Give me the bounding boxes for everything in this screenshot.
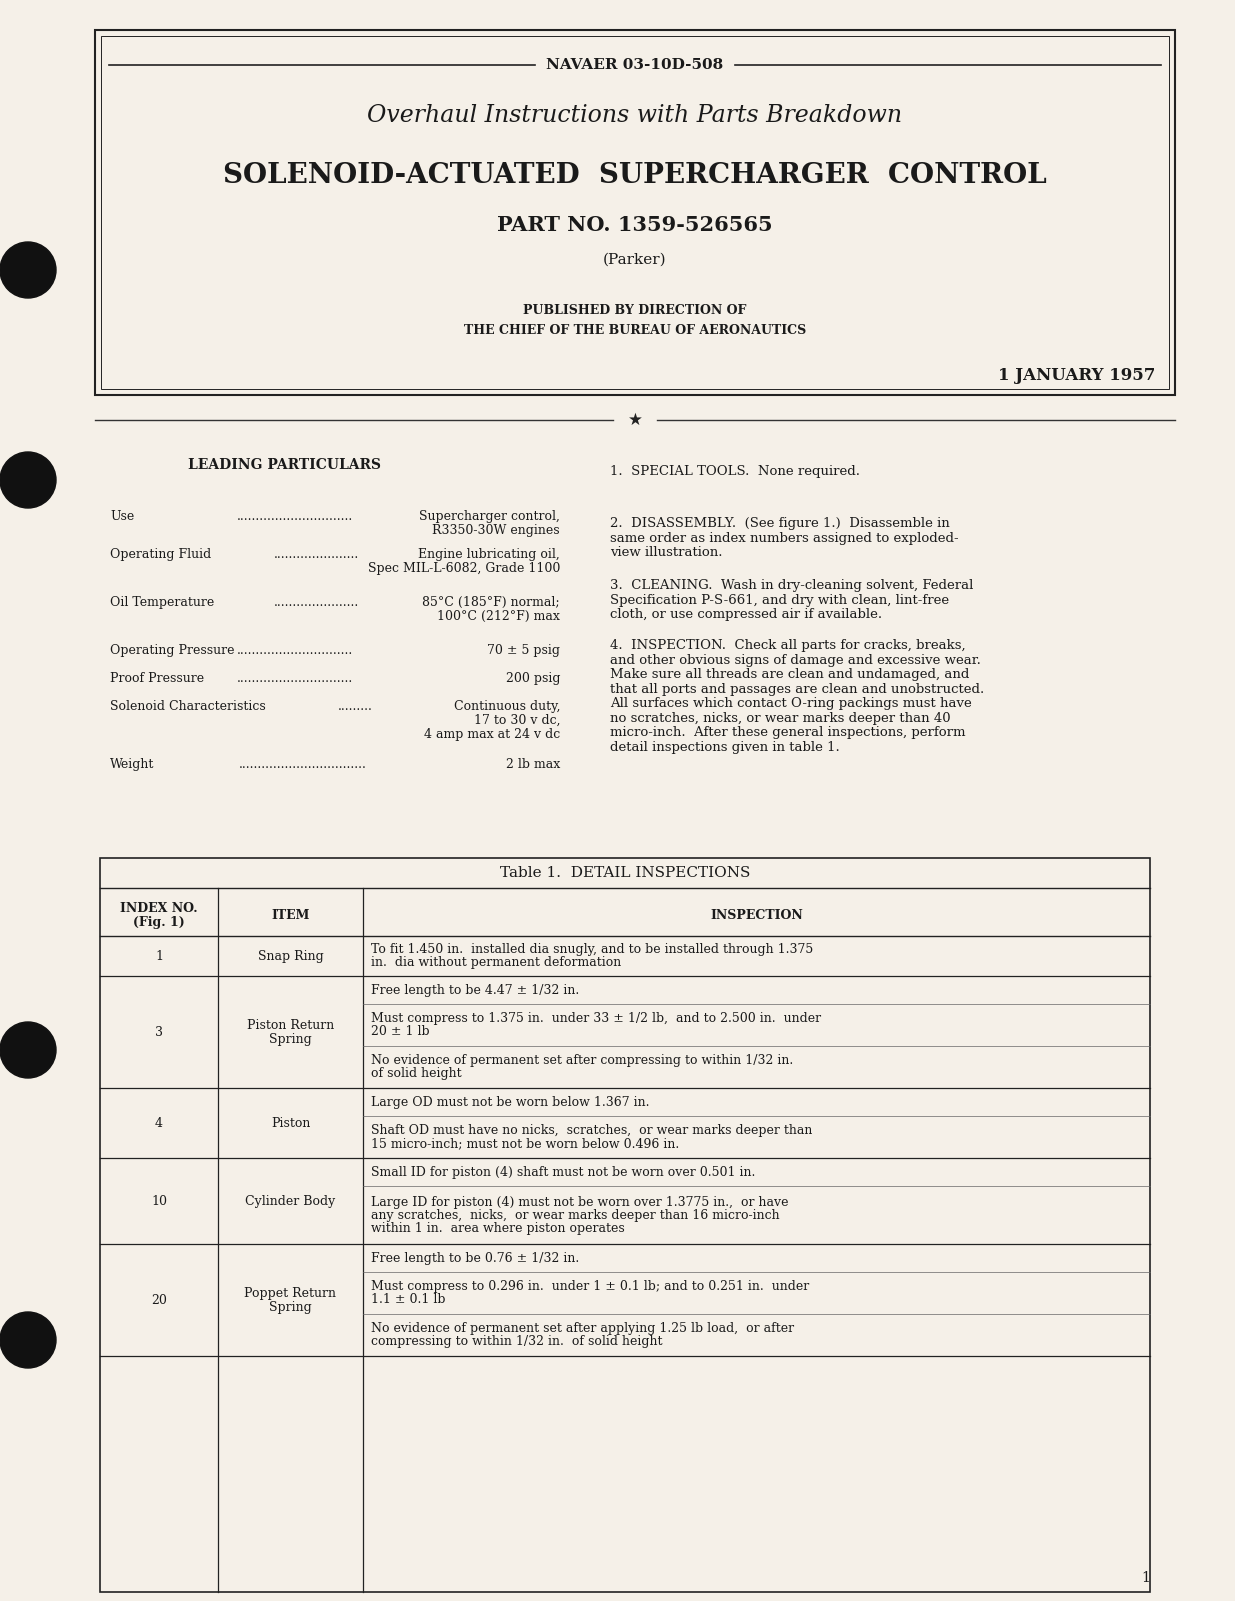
Text: Large OD must not be worn below 1.367 in.: Large OD must not be worn below 1.367 in… bbox=[370, 1095, 650, 1108]
Text: INDEX NO.: INDEX NO. bbox=[120, 901, 198, 916]
Text: 100°C (212°F) max: 100°C (212°F) max bbox=[437, 610, 559, 623]
Text: 20 ± 1 lb: 20 ± 1 lb bbox=[370, 1025, 430, 1037]
Text: No evidence of permanent set after applying 1.25 lb load,  or after: No evidence of permanent set after apply… bbox=[370, 1322, 794, 1335]
Text: Piston: Piston bbox=[270, 1116, 310, 1129]
Text: 1: 1 bbox=[156, 949, 163, 962]
Text: in.  dia without permanent deformation: in. dia without permanent deformation bbox=[370, 956, 621, 969]
Text: THE CHIEF OF THE BUREAU OF AERONAUTICS: THE CHIEF OF THE BUREAU OF AERONAUTICS bbox=[464, 323, 806, 336]
Circle shape bbox=[0, 451, 56, 508]
Text: R3350-30W engines: R3350-30W engines bbox=[432, 524, 559, 536]
Text: 2 lb max: 2 lb max bbox=[506, 757, 559, 772]
Text: 4.  INSPECTION.  Check all parts for cracks, breaks,: 4. INSPECTION. Check all parts for crack… bbox=[610, 639, 966, 652]
Text: Small ID for piston (4) shaft must not be worn over 0.501 in.: Small ID for piston (4) shaft must not b… bbox=[370, 1166, 756, 1178]
Text: ......................: ...................... bbox=[274, 548, 359, 560]
Text: 1.  SPECIAL TOOLS.  None required.: 1. SPECIAL TOOLS. None required. bbox=[610, 464, 860, 479]
Circle shape bbox=[0, 1311, 56, 1367]
Text: 3.  CLEANING.  Wash in dry-cleaning solvent, Federal: 3. CLEANING. Wash in dry-cleaning solven… bbox=[610, 580, 973, 592]
Circle shape bbox=[0, 242, 56, 298]
Text: Supercharger control,: Supercharger control, bbox=[419, 511, 559, 524]
Text: Operating Pressure: Operating Pressure bbox=[110, 644, 235, 656]
Text: Large ID for piston (4) must not be worn over 1.3775 in.,  or have: Large ID for piston (4) must not be worn… bbox=[370, 1196, 788, 1209]
Text: of solid height: of solid height bbox=[370, 1066, 462, 1081]
Text: Operating Fluid: Operating Fluid bbox=[110, 548, 211, 560]
Text: 2.  DISASSEMBLY.  (See figure 1.)  Disassemble in: 2. DISASSEMBLY. (See figure 1.) Disassem… bbox=[610, 517, 950, 530]
Text: detail inspections given in table 1.: detail inspections given in table 1. bbox=[610, 741, 840, 754]
Text: Cylinder Body: Cylinder Body bbox=[246, 1194, 336, 1207]
Text: SOLENOID-ACTUATED  SUPERCHARGER  CONTROL: SOLENOID-ACTUATED SUPERCHARGER CONTROL bbox=[224, 162, 1047, 189]
Text: ITEM: ITEM bbox=[272, 909, 310, 922]
Text: Oil Temperature: Oil Temperature bbox=[110, 596, 214, 608]
Text: Specification P-S-661, and dry with clean, lint-free: Specification P-S-661, and dry with clea… bbox=[610, 594, 950, 607]
Text: Weight: Weight bbox=[110, 757, 154, 772]
Text: Must compress to 0.296 in.  under 1 ± 0.1 lb; and to 0.251 in.  under: Must compress to 0.296 in. under 1 ± 0.1… bbox=[370, 1281, 809, 1294]
Text: 15 micro-inch; must not be worn below 0.496 in.: 15 micro-inch; must not be worn below 0.… bbox=[370, 1137, 679, 1150]
Text: PART NO. 1359-526565: PART NO. 1359-526565 bbox=[498, 215, 773, 235]
Text: Continuous duty,: Continuous duty, bbox=[453, 700, 559, 712]
Text: Free length to be 0.76 ± 1/32 in.: Free length to be 0.76 ± 1/32 in. bbox=[370, 1252, 579, 1265]
Text: 70 ± 5 psig: 70 ± 5 psig bbox=[487, 644, 559, 656]
Bar bbox=[101, 35, 1170, 389]
Text: 1 JANUARY 1957: 1 JANUARY 1957 bbox=[998, 367, 1155, 384]
Text: Proof Pressure: Proof Pressure bbox=[110, 672, 204, 685]
Text: Spec MIL-L-6082, Grade 1100: Spec MIL-L-6082, Grade 1100 bbox=[368, 562, 559, 575]
Text: Shaft OD must have no nicks,  scratches,  or wear marks deeper than: Shaft OD must have no nicks, scratches, … bbox=[370, 1124, 813, 1137]
Text: no scratches, nicks, or wear marks deeper than 40: no scratches, nicks, or wear marks deepe… bbox=[610, 711, 951, 725]
Text: 20: 20 bbox=[151, 1294, 167, 1306]
Text: 4 amp max at 24 v dc: 4 amp max at 24 v dc bbox=[424, 728, 559, 741]
Text: Spring: Spring bbox=[269, 1300, 312, 1313]
Text: NAVAER 03-10D-508: NAVAER 03-10D-508 bbox=[546, 58, 724, 72]
Text: Engine lubricating oil,: Engine lubricating oil, bbox=[419, 548, 559, 560]
Text: No evidence of permanent set after compressing to within 1/32 in.: No evidence of permanent set after compr… bbox=[370, 1053, 793, 1066]
Text: ★: ★ bbox=[627, 411, 642, 429]
Text: INSPECTION: INSPECTION bbox=[710, 909, 803, 922]
Text: Must compress to 1.375 in.  under 33 ± 1/2 lb,  and to 2.500 in.  under: Must compress to 1.375 in. under 33 ± 1/… bbox=[370, 1012, 821, 1025]
Text: LEADING PARTICULARS: LEADING PARTICULARS bbox=[189, 458, 382, 472]
Text: Overhaul Instructions with Parts Breakdown: Overhaul Instructions with Parts Breakdo… bbox=[368, 104, 903, 126]
Text: Table 1.  DETAIL INSPECTIONS: Table 1. DETAIL INSPECTIONS bbox=[500, 866, 750, 881]
Text: Poppet Return: Poppet Return bbox=[245, 1287, 336, 1300]
Bar bbox=[95, 30, 1174, 395]
Text: 1: 1 bbox=[1141, 1571, 1150, 1585]
Text: view illustration.: view illustration. bbox=[610, 546, 722, 559]
Text: 85°C (185°F) normal;: 85°C (185°F) normal; bbox=[422, 596, 559, 608]
Text: 200 psig: 200 psig bbox=[505, 672, 559, 685]
Text: cloth, or use compressed air if available.: cloth, or use compressed air if availabl… bbox=[610, 608, 882, 621]
Text: Solenoid Characteristics: Solenoid Characteristics bbox=[110, 700, 266, 712]
Text: To fit 1.450 in.  installed dia snugly, and to be installed through 1.375: To fit 1.450 in. installed dia snugly, a… bbox=[370, 943, 814, 956]
Text: 17 to 30 v dc,: 17 to 30 v dc, bbox=[473, 714, 559, 727]
Text: Spring: Spring bbox=[269, 1033, 312, 1045]
Text: ..............................: .............................. bbox=[237, 644, 353, 656]
Text: 10: 10 bbox=[151, 1194, 167, 1207]
Text: Snap Ring: Snap Ring bbox=[258, 949, 324, 962]
Text: within 1 in.  area where piston operates: within 1 in. area where piston operates bbox=[370, 1222, 625, 1234]
Text: .........: ......... bbox=[337, 700, 373, 712]
Text: any scratches,  nicks,  or wear marks deeper than 16 micro-inch: any scratches, nicks, or wear marks deep… bbox=[370, 1209, 779, 1222]
Text: All surfaces which contact O-ring packings must have: All surfaces which contact O-ring packin… bbox=[610, 696, 972, 709]
Circle shape bbox=[0, 1021, 56, 1077]
Text: PUBLISHED BY DIRECTION OF: PUBLISHED BY DIRECTION OF bbox=[524, 304, 747, 317]
Text: and other obvious signs of damage and excessive wear.: and other obvious signs of damage and ex… bbox=[610, 653, 981, 666]
Text: 4: 4 bbox=[156, 1116, 163, 1129]
Text: 1.1 ± 0.1 lb: 1.1 ± 0.1 lb bbox=[370, 1294, 446, 1306]
Text: same order as index numbers assigned to exploded-: same order as index numbers assigned to … bbox=[610, 532, 958, 544]
Bar bbox=[100, 858, 1150, 1591]
Text: Make sure all threads are clean and undamaged, and: Make sure all threads are clean and unda… bbox=[610, 668, 969, 680]
Text: (Parker): (Parker) bbox=[603, 253, 667, 267]
Text: that all ports and passages are clean and unobstructed.: that all ports and passages are clean an… bbox=[610, 682, 984, 695]
Text: .................................: ................................. bbox=[238, 757, 367, 772]
Text: Piston Return: Piston Return bbox=[247, 1018, 335, 1031]
Text: ..............................: .............................. bbox=[237, 511, 353, 524]
Text: Use: Use bbox=[110, 511, 135, 524]
Text: (Fig. 1): (Fig. 1) bbox=[133, 916, 185, 929]
Text: 3: 3 bbox=[156, 1026, 163, 1039]
Text: micro-inch.  After these general inspections, perform: micro-inch. After these general inspecti… bbox=[610, 725, 966, 740]
Text: ......................: ...................... bbox=[274, 596, 359, 608]
Text: compressing to within 1/32 in.  of solid height: compressing to within 1/32 in. of solid … bbox=[370, 1335, 662, 1348]
Text: ..............................: .............................. bbox=[237, 672, 353, 685]
Text: Free length to be 4.47 ± 1/32 in.: Free length to be 4.47 ± 1/32 in. bbox=[370, 983, 579, 996]
